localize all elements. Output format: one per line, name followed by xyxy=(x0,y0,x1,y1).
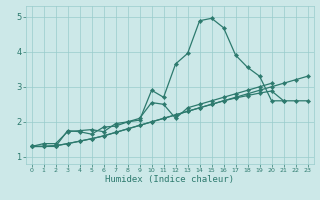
X-axis label: Humidex (Indice chaleur): Humidex (Indice chaleur) xyxy=(105,175,234,184)
